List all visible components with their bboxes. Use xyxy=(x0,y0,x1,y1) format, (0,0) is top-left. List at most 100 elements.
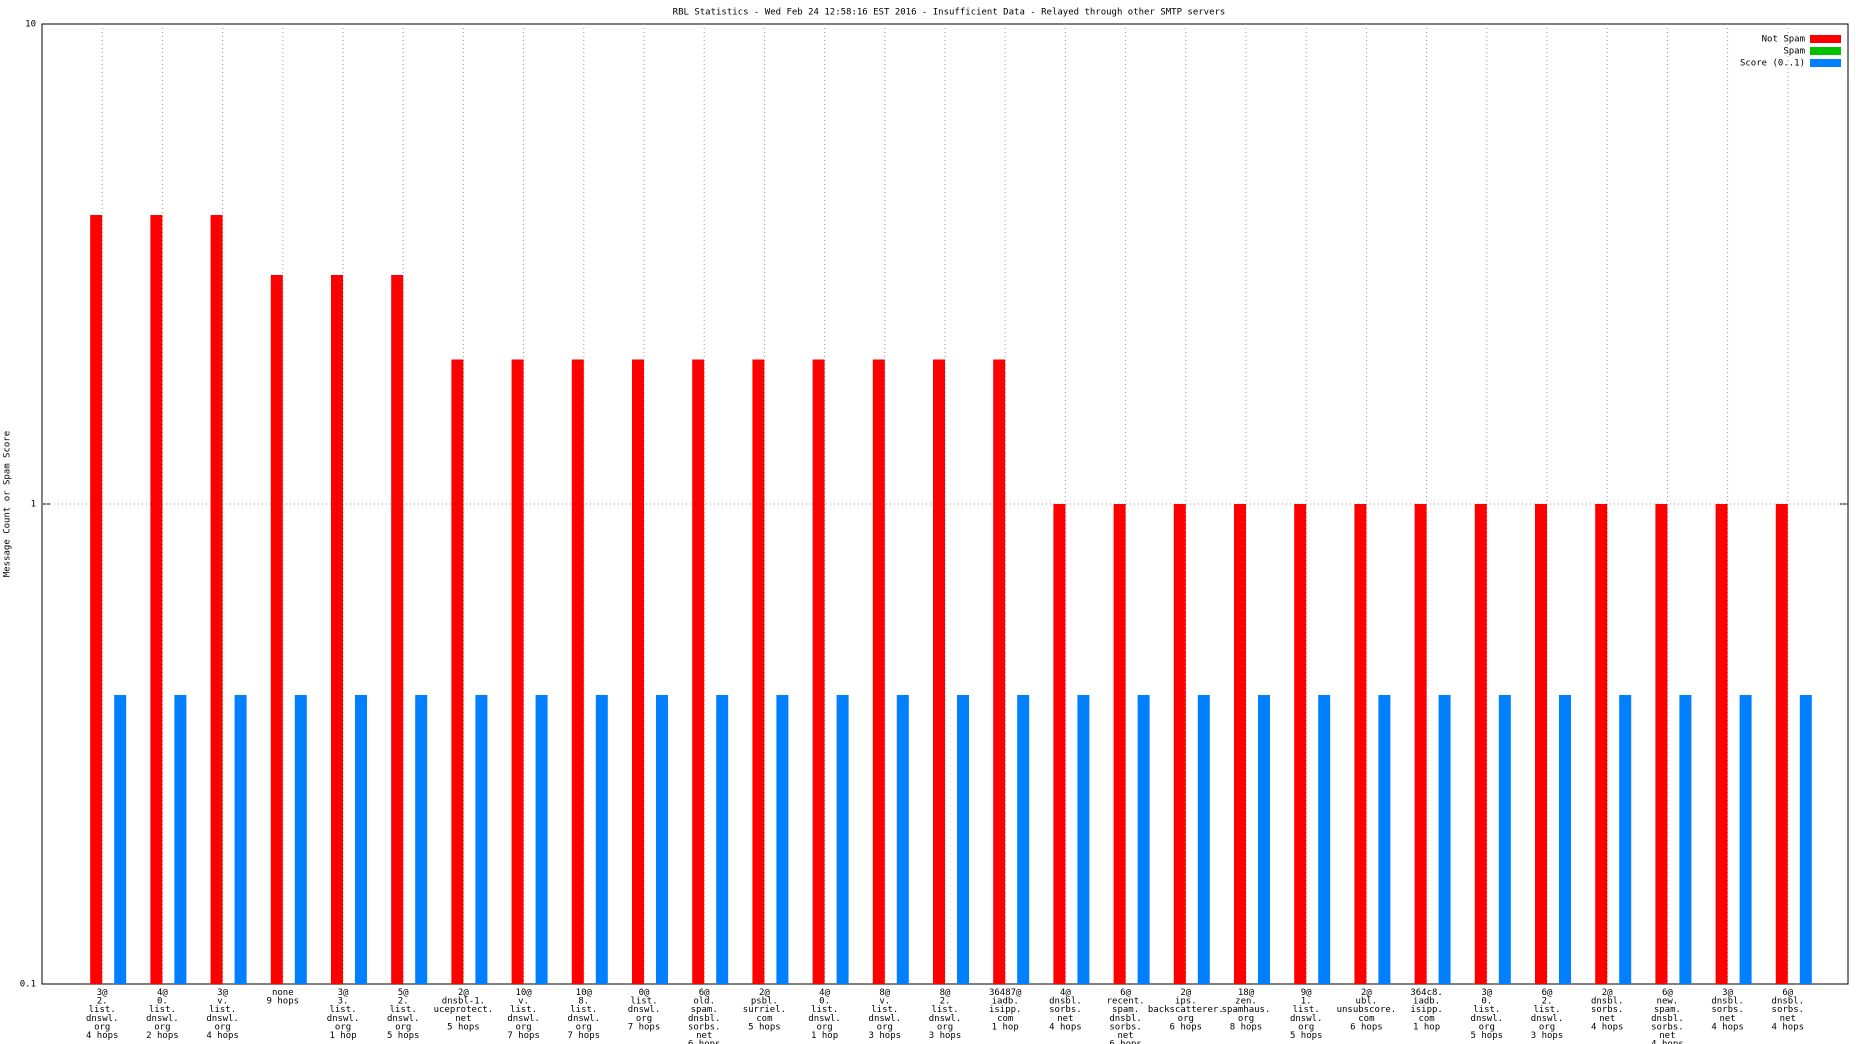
bar xyxy=(294,695,307,984)
bar xyxy=(535,695,548,984)
bar xyxy=(595,695,608,984)
bar xyxy=(355,695,367,984)
x-tick-label: 4@ dnsbl. sorbs. net 4 hops xyxy=(1049,988,1082,1032)
x-tick-label: 6@ 2. list. dnswl. org 3 hops xyxy=(1531,988,1564,1041)
x-tick-label: none 9 hops xyxy=(267,988,300,1007)
bar xyxy=(1715,504,1728,984)
bar xyxy=(1234,504,1246,984)
x-tick-label: 4@ 0. list. dnswl. org 1 hop xyxy=(808,988,841,1041)
bar xyxy=(1318,695,1331,984)
bar xyxy=(776,695,789,984)
bar xyxy=(1378,695,1391,984)
x-tick-label: 2@ psbl. surriel. com 5 hops xyxy=(743,988,786,1032)
bar xyxy=(114,695,127,984)
x-tick-label: 8@ v. list. dnswl. org 3 hops xyxy=(869,988,902,1041)
bar xyxy=(993,359,1006,984)
bar xyxy=(752,359,765,984)
x-tick-label: 3@ dnsbl. sorbs. net 4 hops xyxy=(1711,988,1744,1032)
bar xyxy=(1655,504,1668,984)
bar xyxy=(933,359,945,984)
y-tick-label: 1 xyxy=(31,500,36,510)
legend-label: Not Spam xyxy=(1762,35,1805,45)
bar xyxy=(391,274,404,984)
x-tick-label: 6@ dnsbl. sorbs. net 4 hops xyxy=(1772,988,1805,1032)
x-tick-label: 6@recent.spam.dnsbl.sorbs.net6 hops xyxy=(1107,988,1145,1044)
x-tick-label: 3@ 2. list. dnswl. org 4 hops xyxy=(86,988,119,1041)
x-tick-label: 3@ 3. list. dnswl. org 1 hop xyxy=(327,988,360,1041)
bar xyxy=(812,359,825,984)
bar xyxy=(475,695,488,984)
bar xyxy=(656,695,668,984)
bar xyxy=(415,695,428,984)
chart-title: RBL Statistics - Wed Feb 24 12:58:16 EST… xyxy=(673,8,1226,18)
x-tick-label: 364c8. iadb. isipp. com 1 hop xyxy=(1410,988,1443,1032)
x-tick-label: 2@ dnsbl. sorbs. net 4 hops xyxy=(1591,988,1624,1032)
x-tick-label: 6@old.spam.dnsbl.sorbs.net6 hops xyxy=(688,988,721,1044)
x-tick-label: 3@ v. list. dnswl. org 4 hops xyxy=(206,988,239,1041)
x-tick-label: 10@ 8. list. dnswl. org 7 hops xyxy=(568,988,601,1041)
bar xyxy=(1595,504,1608,984)
x-tick-label: 2@ dnsbl-1. uceprotect. net 5 hops xyxy=(434,988,494,1032)
legend-swatch xyxy=(1810,59,1841,67)
bar xyxy=(1414,504,1427,984)
x-tick-label: 10@ v. list. dnswl. org 7 hops xyxy=(507,988,540,1041)
bar xyxy=(1173,504,1186,984)
bar xyxy=(1438,695,1451,984)
bar xyxy=(692,359,705,984)
x-tick-label: 9@ 1. list. dnswl. org 5 hops xyxy=(1290,988,1323,1041)
y-tick-label: 0.1 xyxy=(20,980,36,990)
bar xyxy=(1775,504,1788,984)
bar xyxy=(331,274,343,984)
bar xyxy=(836,695,849,984)
bar xyxy=(1559,695,1571,984)
x-tick-label: 18@ zen. spamhaus. org 8 hops xyxy=(1222,988,1271,1032)
bar xyxy=(632,359,644,984)
bar xyxy=(270,274,283,984)
legend-swatch xyxy=(1810,35,1841,43)
x-tick-label: 4@ 0. list. dnswl. org 2 hops xyxy=(146,988,179,1041)
x-tick-label: 36487@ iadb. isipp. com 1 hop xyxy=(989,988,1022,1032)
x-tick-label: 2@ ips. backscatterer. org 6 hops xyxy=(1148,988,1224,1032)
bar xyxy=(1197,695,1210,984)
bar xyxy=(1354,504,1367,984)
bar xyxy=(872,359,885,984)
legend-swatch xyxy=(1810,47,1841,55)
bar xyxy=(1294,504,1307,984)
bar xyxy=(896,695,909,984)
bar xyxy=(1619,695,1632,984)
bar xyxy=(1053,504,1066,984)
x-tick-label: 2@ ubl. unsubscore. com 6 hops xyxy=(1337,988,1397,1032)
bar xyxy=(1535,504,1547,984)
bar xyxy=(1799,695,1812,984)
legend-label: Score (0..1) xyxy=(1740,59,1805,69)
bar xyxy=(571,359,584,984)
bar xyxy=(234,695,247,984)
bar xyxy=(1258,695,1270,984)
bar xyxy=(1679,695,1692,984)
bar xyxy=(1498,695,1511,984)
bar xyxy=(174,695,187,984)
bar xyxy=(716,695,729,984)
bar xyxy=(1113,504,1126,984)
y-tick-label: 10 xyxy=(25,20,36,30)
bar xyxy=(957,695,969,984)
bar xyxy=(511,359,524,984)
legend-label: Spam xyxy=(1783,47,1805,57)
bar xyxy=(90,215,103,984)
bar xyxy=(1474,504,1487,984)
x-tick-label: 0@ list. dnswl. org 7 hops xyxy=(628,988,661,1032)
x-tick-label: 8@ 2. list. dnswl. org 3 hops xyxy=(929,988,962,1041)
x-tick-label: 3@ 0. list. dnswl. org 5 hops xyxy=(1471,988,1504,1041)
bar xyxy=(1739,695,1752,984)
bar xyxy=(1077,695,1090,984)
y-axis-label: Message Count or Spam Score xyxy=(3,431,13,577)
bar xyxy=(1017,695,1030,984)
bar xyxy=(451,359,464,984)
bar xyxy=(150,215,163,984)
bar xyxy=(1137,695,1150,984)
x-tick-label: 5@ 2. list. dnswl. org 5 hops xyxy=(387,988,420,1041)
bar xyxy=(210,215,223,984)
